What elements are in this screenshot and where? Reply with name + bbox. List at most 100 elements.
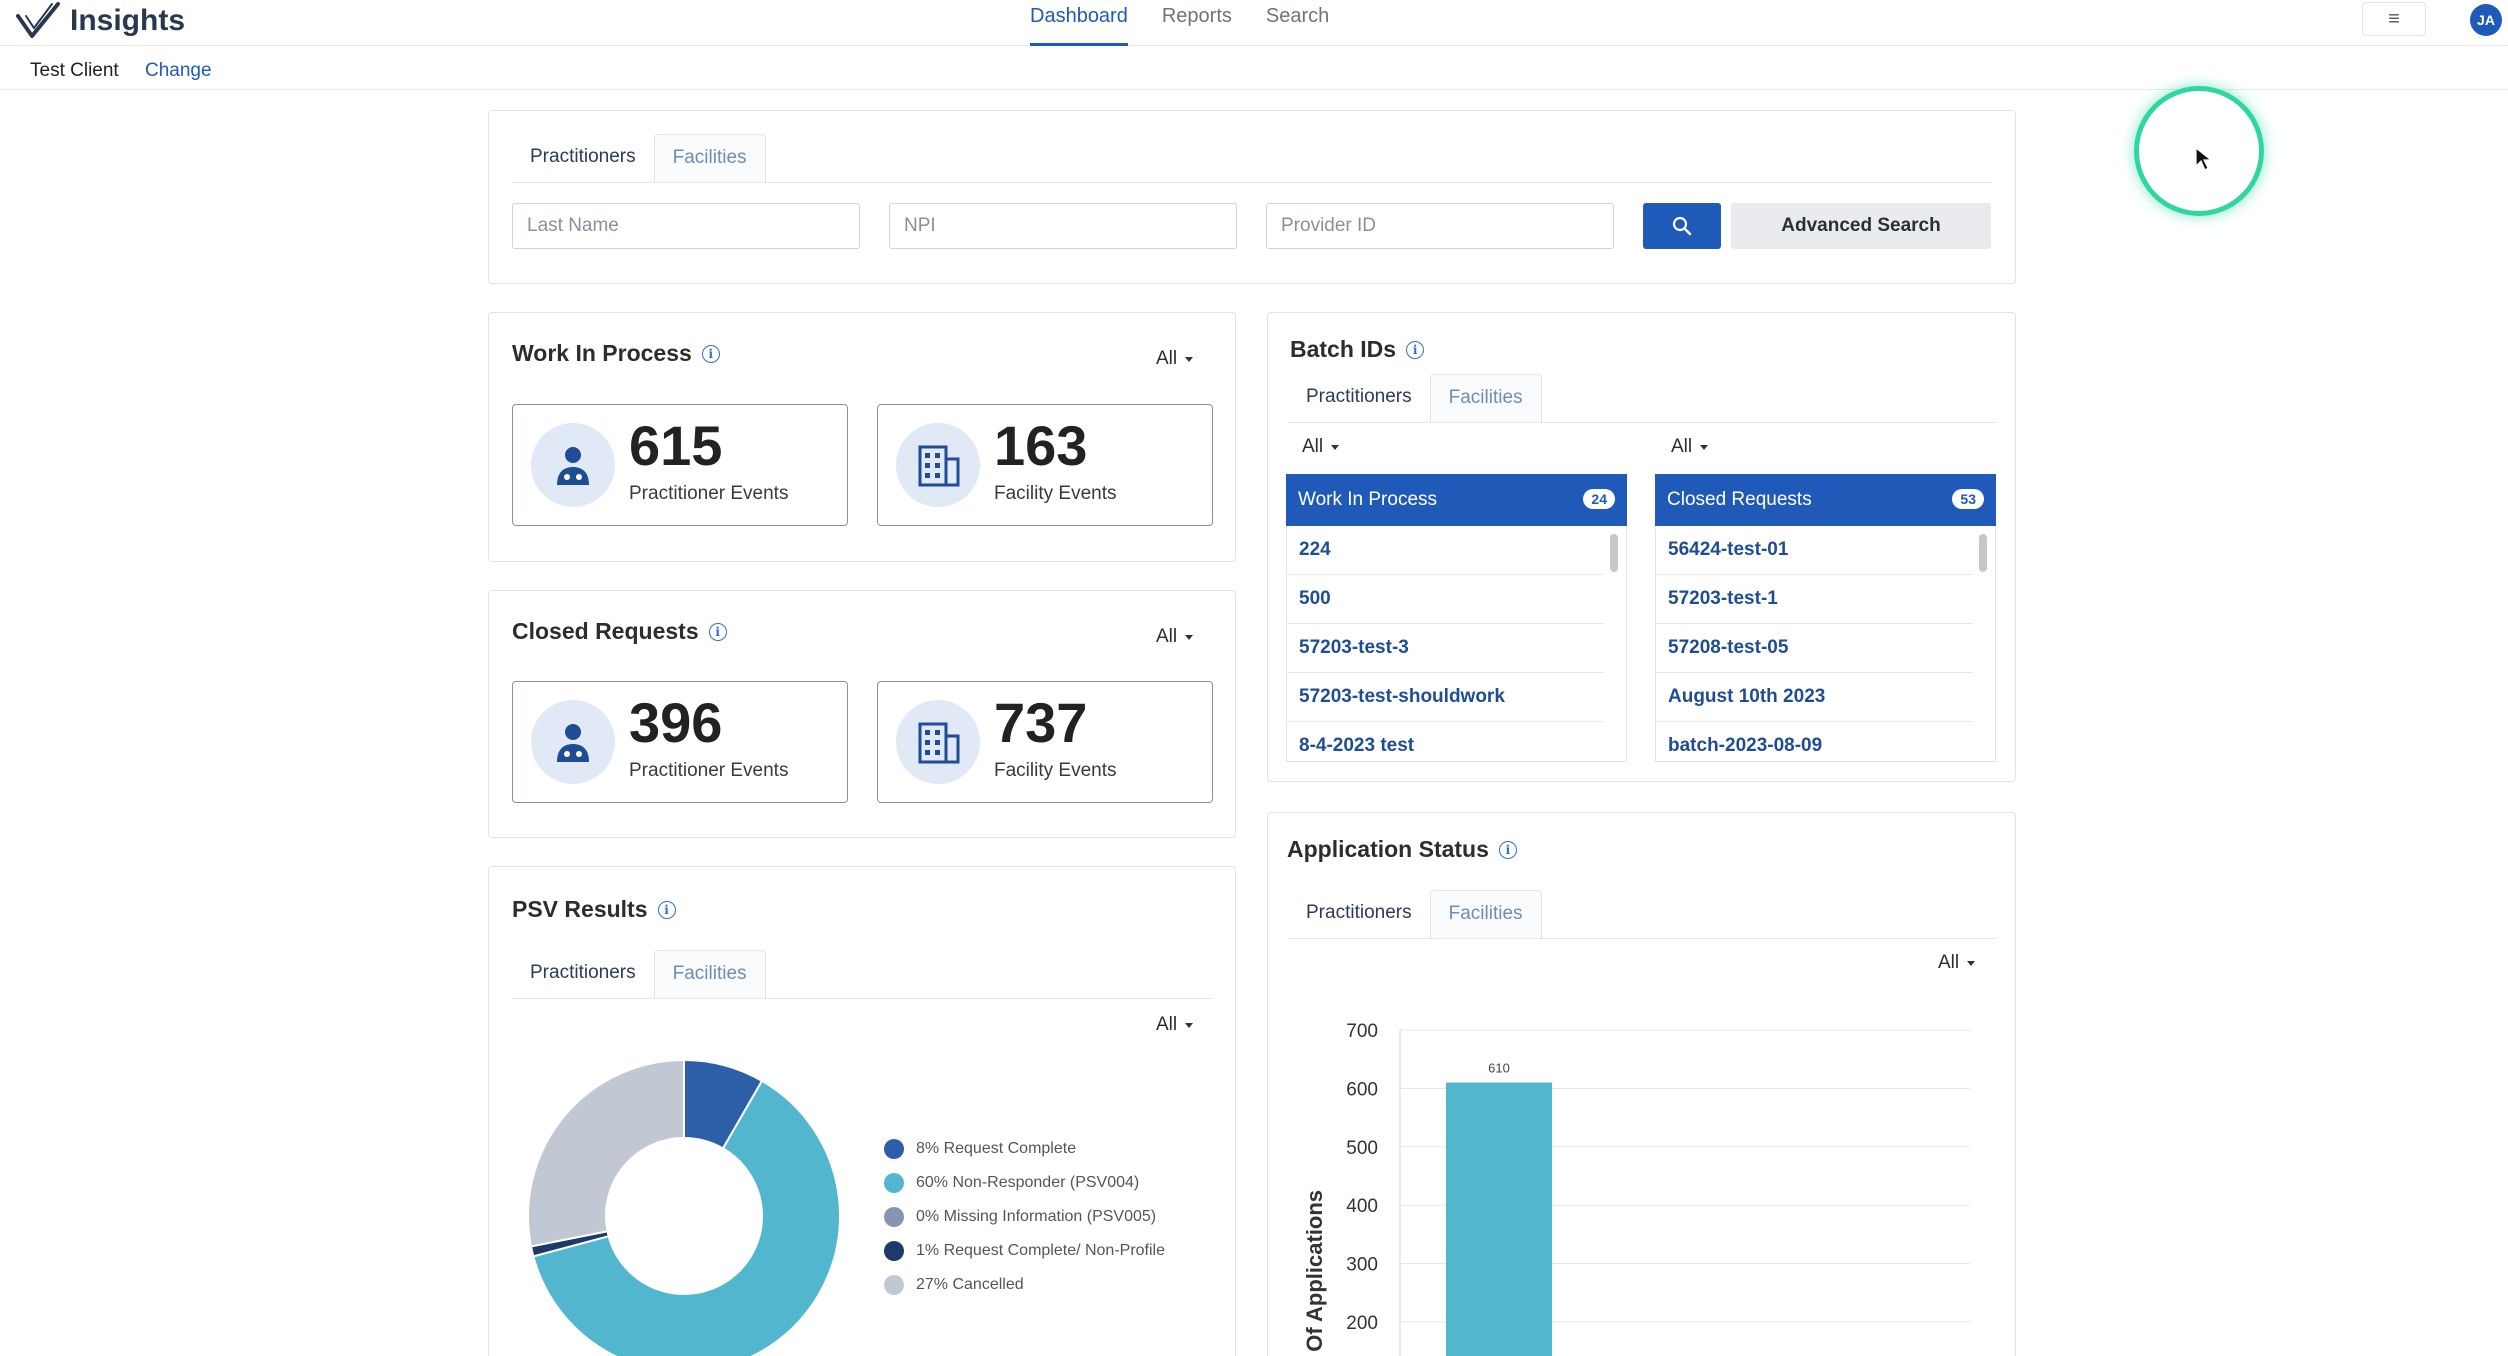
client-name: Test Client: [30, 60, 119, 81]
batch-id-item[interactable]: August 10th 2023: [1656, 673, 1973, 722]
app-title: Insights: [70, 4, 186, 37]
scrollbar[interactable]: [1610, 534, 1618, 572]
closed-requests-filter[interactable]: All: [1156, 626, 1194, 648]
info-icon[interactable]: i: [1498, 840, 1517, 859]
application-status-card: [1267, 812, 2016, 1356]
batch-id-item[interactable]: 500: [1287, 575, 1604, 624]
click-indicator: [2134, 86, 2264, 216]
npi-input[interactable]: NPI: [889, 203, 1237, 249]
batch-id-item[interactable]: batch-2023-08-09: [1656, 722, 1973, 761]
stat-value: 163: [994, 414, 1088, 477]
batch-wip-list: 224 500 57203-test-3 57203-test-shouldwo…: [1286, 526, 1627, 762]
application-status-filter[interactable]: All: [1938, 952, 1976, 974]
stat-label: Facility Events: [994, 483, 1117, 504]
y-tick-label: 600: [1346, 1079, 1378, 1100]
client-bar: Test Client Change: [0, 46, 2508, 90]
psv-tabs: Practitioners Facilities: [512, 950, 1212, 999]
count-badge: 53: [1952, 489, 1984, 509]
wip-practitioner-events[interactable]: 615 Practitioner Events: [512, 404, 848, 526]
tab-practitioners[interactable]: Practitioners: [1306, 902, 1412, 923]
pie-slice[interactable]: [532, 1079, 841, 1356]
caret-down-icon: [1185, 356, 1194, 362]
y-tick-label: 200: [1346, 1313, 1378, 1334]
scrollbar[interactable]: [1979, 534, 1987, 572]
nav-dashboard[interactable]: Dashboard: [1030, 0, 1128, 46]
batch-id-item[interactable]: 8-4-2023 test: [1287, 722, 1604, 761]
hamburger-icon: ≡: [2388, 7, 2400, 30]
legend-dot: [884, 1139, 904, 1159]
stat-label: Facility Events: [994, 760, 1117, 781]
advanced-search-button[interactable]: Advanced Search: [1731, 203, 1991, 249]
batch-id-item[interactable]: 57203-test-1: [1656, 575, 1973, 624]
y-axis-label: # Of Applications: [1302, 1190, 1327, 1356]
batch-tabs: Practitioners Facilities: [1288, 374, 1996, 423]
pie-slice[interactable]: [527, 1058, 685, 1248]
doctor-icon: [531, 423, 615, 507]
wip-facility-events[interactable]: 163 Facility Events: [877, 404, 1213, 526]
building-icon: [896, 423, 980, 507]
tab-practitioners[interactable]: Practitioners: [530, 146, 636, 167]
batch-closed-list: 56424-test-01 57203-test-1 57208-test-05…: [1655, 526, 1996, 762]
batch-id-item[interactable]: 57203-test-3: [1287, 624, 1604, 673]
stat-value: 396: [629, 691, 723, 754]
building-icon: [896, 700, 980, 784]
batch-wip-header: Work In Process 24: [1286, 474, 1627, 526]
tab-practitioners[interactable]: Practitioners: [1306, 386, 1412, 407]
tab-facilities[interactable]: Facilities: [1429, 890, 1542, 938]
change-client-link[interactable]: Change: [145, 60, 212, 81]
main-nav: Dashboard Reports Search: [1030, 0, 1329, 46]
closed-facility-events[interactable]: 737 Facility Events: [877, 681, 1213, 803]
info-icon[interactable]: i: [701, 344, 720, 363]
caret-down-icon: [1331, 444, 1340, 450]
search-tabs: Practitioners Facilities: [512, 134, 1992, 183]
tab-facilities[interactable]: Facilities: [1429, 374, 1542, 422]
caret-down-icon: [1185, 634, 1194, 640]
psv-legend: 8% Request Complete 60% Non-Responder (P…: [884, 1132, 1165, 1302]
legend-item: 0% Missing Information (PSV005): [884, 1200, 1165, 1234]
nav-search[interactable]: Search: [1265, 5, 1330, 27]
batch-id-item[interactable]: 57208-test-05: [1656, 624, 1973, 673]
bar[interactable]: [1446, 1082, 1552, 1356]
legend-dot: [884, 1173, 904, 1193]
app-logo[interactable]: Insights: [16, 2, 185, 40]
info-icon[interactable]: i: [657, 900, 676, 919]
search-icon: [1672, 216, 1692, 236]
batch-id-item[interactable]: 56424-test-01: [1656, 526, 1973, 575]
batch-id-item[interactable]: 57203-test-shouldwork: [1287, 673, 1604, 722]
hamburger-menu-button[interactable]: ≡: [2362, 2, 2426, 36]
batch-closed-filter[interactable]: All: [1671, 436, 1709, 458]
user-avatar[interactable]: JA: [2470, 4, 2502, 36]
tab-facilities[interactable]: Facilities: [653, 950, 766, 998]
legend-item: 1% Request Complete/ Non-Profile: [884, 1234, 1165, 1268]
y-tick-label: 400: [1346, 1196, 1378, 1217]
nav-reports[interactable]: Reports: [1161, 5, 1232, 27]
application-status-bar-chart: 200 300 400 500 600 700 610 # Of Applications: [1302, 1021, 1970, 1356]
top-navbar: Insights Dashboard Reports Search ≡ JA: [0, 0, 2508, 46]
batch-ids-title: Batch IDs i: [1290, 336, 1425, 363]
application-status-title: Application Status i: [1287, 836, 1517, 863]
batch-wip-filter[interactable]: All: [1302, 436, 1340, 458]
psv-filter[interactable]: All: [1156, 1014, 1194, 1036]
checkmark-logo-icon: [16, 2, 60, 38]
legend-item: 27% Cancelled: [884, 1268, 1165, 1302]
batch-id-item[interactable]: 224: [1287, 526, 1604, 575]
legend-dot: [884, 1207, 904, 1227]
closed-requests-title: Closed Requests i: [512, 618, 727, 645]
closed-practitioner-events[interactable]: 396 Practitioner Events: [512, 681, 848, 803]
tab-facilities[interactable]: Facilities: [653, 134, 766, 182]
search-button[interactable]: [1643, 203, 1721, 249]
stat-value: 737: [994, 691, 1088, 754]
bar-data-label: 610: [1488, 1061, 1510, 1076]
info-icon[interactable]: i: [1406, 340, 1425, 359]
work-in-process-filter[interactable]: All: [1156, 348, 1194, 370]
info-icon[interactable]: i: [708, 622, 727, 641]
y-tick-label: 500: [1346, 1138, 1378, 1159]
legend-dot: [884, 1241, 904, 1261]
provider-id-input[interactable]: Provider ID: [1266, 203, 1614, 249]
legend-item: 8% Request Complete: [884, 1132, 1165, 1166]
application-status-tabs: Practitioners Facilities: [1288, 890, 1996, 939]
caret-down-icon: [1700, 444, 1709, 450]
tab-practitioners[interactable]: Practitioners: [530, 962, 636, 983]
last-name-input[interactable]: Last Name: [512, 203, 860, 249]
mouse-cursor-icon: [2195, 146, 2213, 171]
